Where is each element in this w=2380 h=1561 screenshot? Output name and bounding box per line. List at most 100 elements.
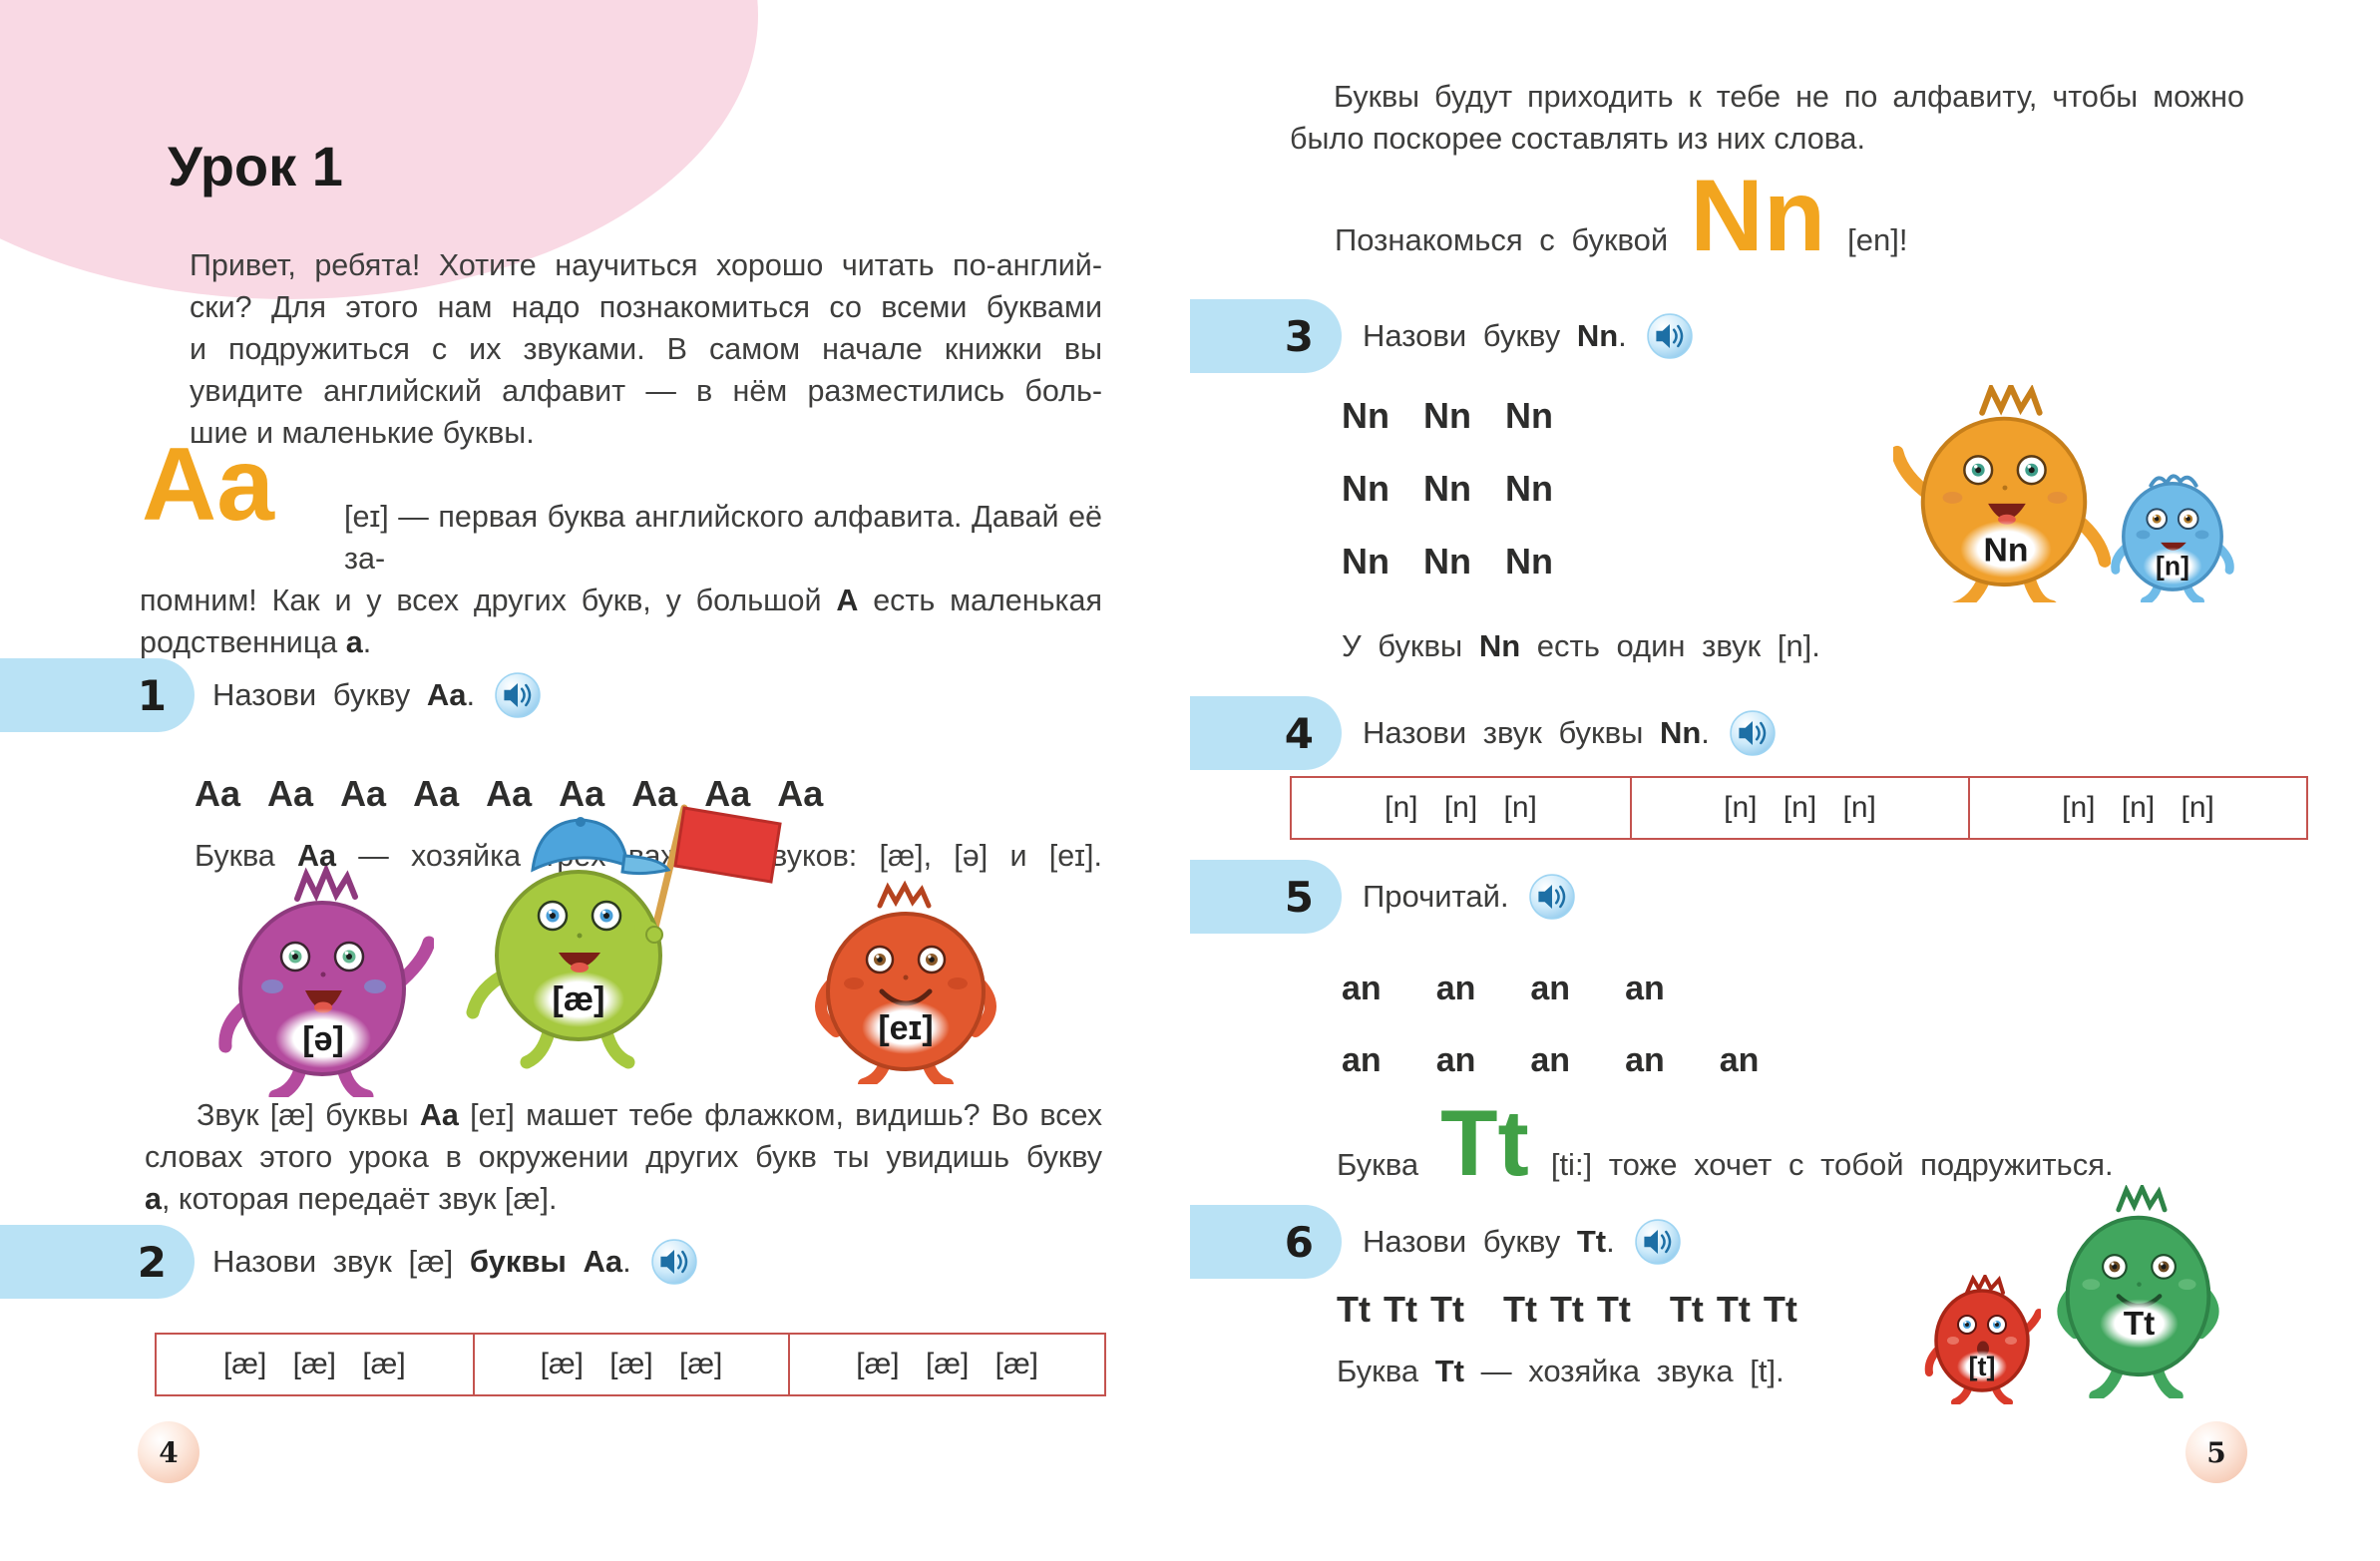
speaker-icon[interactable] <box>1635 1219 1681 1265</box>
syllable-item: an <box>1435 1041 1476 1079</box>
letter-item: Aa <box>340 773 387 814</box>
page-left: Урок 1 Привет, ребята! Хотите научиться … <box>0 0 1190 1483</box>
letter-item: Tt <box>1429 1289 1464 1330</box>
letter-item: Nn <box>1505 468 1553 509</box>
speaker-icon[interactable] <box>495 672 541 718</box>
exercise-1: 1 Назови букву Aa. <box>0 658 1190 732</box>
intro-line: Привет, ребята! Хотите научиться хорошо … <box>190 248 1102 282</box>
syllable-item: an <box>1435 970 1476 1007</box>
sound-table-cell: [æ] [æ] [æ] <box>472 1335 789 1394</box>
exercise-3: 3 Назови букву Nn. <box>1190 299 2380 373</box>
letter-item: Aa <box>777 773 824 814</box>
ae-sound-table: [æ] [æ] [æ] [æ] [æ] [æ] [æ] [æ] [æ] <box>155 1333 1106 1396</box>
speaker-icon[interactable] <box>1730 710 1776 756</box>
exercise-5: 5 Прочитай. <box>1190 860 2380 934</box>
exercise-number-banner: 4 <box>1190 696 1342 770</box>
big-letter-tt: Tt <box>1440 1090 1529 1195</box>
intro-line: шие и маленькие буквы. <box>190 416 535 450</box>
page-number-right: 5 <box>2185 1421 2247 1483</box>
exercise-instruction: Назови звук буквы Nn. <box>1363 710 1776 756</box>
sound-table-cell: [æ] [æ] [æ] <box>222 1348 406 1380</box>
exercise-number: 2 <box>137 1237 167 1287</box>
nn-practice-grid: Nn Nn Nn Nn Nn Nn Nn Nn Nn <box>1342 395 1553 583</box>
sound-label: [ə] <box>302 1020 344 1058</box>
syllable-item: an <box>1530 970 1571 1007</box>
exercise-instruction: Назови букву Aa. <box>212 672 541 718</box>
letter-item: Tt <box>1383 1289 1417 1330</box>
sound-label: [n] <box>2156 551 2189 581</box>
meet-letter-tt: Буква Tt [ti:] тоже хочет с тобой подруж… <box>1337 1090 2114 1195</box>
n-sound-line: У буквы Nn есть один звук [n]. <box>1342 628 1820 663</box>
letter-item: Nn <box>1505 541 1553 582</box>
sound-table-cell: [n] [n] [n] <box>1385 791 1537 824</box>
an-row-1: an an an an <box>1342 970 1665 1008</box>
monster-blue-n: [n] <box>2108 461 2235 602</box>
intro-line: увидите английский алфавит — в нём разме… <box>190 374 1102 408</box>
letter-item: Aa <box>631 773 678 814</box>
big-letter-aa: Aa <box>142 427 274 543</box>
aa-intro-line: родственница a. <box>140 625 372 659</box>
page-right: Буквы будут приходить к тебе не по алфав… <box>1190 0 2380 1561</box>
exercise-instruction: Прочитай. <box>1363 874 1575 920</box>
exercise-number: 5 <box>1284 872 1314 922</box>
red-flag-icon <box>673 806 782 884</box>
exercise-instruction: Назови букву Nn. <box>1363 313 1693 359</box>
sound-label: [eɪ] <box>878 1009 933 1047</box>
letter-label: Tt <box>2124 1306 2156 1343</box>
monster-green-tt: Tt <box>2048 1185 2229 1398</box>
letter-item: Nn <box>1505 395 1553 436</box>
letter-item: Nn <box>1423 395 1471 436</box>
syllable-item: an <box>1625 970 1665 1007</box>
letter-item: Nn <box>1342 541 1389 582</box>
letter-item: Aa <box>413 773 460 814</box>
letter-item: Tt <box>1763 1289 1797 1330</box>
exercise-number: 6 <box>1284 1217 1314 1267</box>
monster-purple-schwa: [ə] <box>209 866 434 1097</box>
exercise-2: 2 Назови звук [æ] буквы Aa. <box>0 1225 1190 1299</box>
aa-intro-line: [eɪ] — первая буква английского алфавита… <box>344 500 1102 576</box>
intro-line: и подружиться с их звуками. В самом нача… <box>190 332 1102 366</box>
aa-intro-line: помним! Как и у всех других букв, у боль… <box>140 584 1102 617</box>
n-sound-table: [n] [n] [n] [n] [n] [n] [n] [n] [n] <box>1290 776 2308 840</box>
flag-paragraph: Звук [æ] буквы Aa [eɪ] машет тебе флажко… <box>145 1098 1102 1216</box>
monster-orange-nn: Nn <box>1893 385 2111 602</box>
speaker-icon[interactable] <box>1529 874 1575 920</box>
aa-practice-row: Aa Aa Aa Aa Aa Aa Aa Aa Aa <box>195 773 823 815</box>
syllable-item: an <box>1719 1041 1760 1079</box>
sound-table-cell: [n] [n] [n] <box>1630 778 1968 838</box>
sound-label: [t] <box>1969 1352 1996 1381</box>
speaker-icon[interactable] <box>651 1239 697 1285</box>
letter-item: Aa <box>559 773 605 814</box>
letter-item: Tt <box>1596 1289 1631 1330</box>
exercise-instruction: Назови звук [æ] буквы Aa. <box>212 1239 697 1285</box>
letter-item: Nn <box>1423 541 1471 582</box>
exercise-number: 4 <box>1284 708 1314 758</box>
an-row-2: an an an an an <box>1342 1041 1759 1080</box>
letter-item: Nn <box>1423 468 1471 509</box>
exercise-instruction: Назови букву Tt. <box>1363 1219 1681 1265</box>
letter-item: Tt <box>1716 1289 1751 1330</box>
letter-item: Tt <box>1549 1289 1584 1330</box>
exercise-number-banner: 3 <box>1190 299 1342 373</box>
letter-aa-intro: Aa [eɪ] — первая буква английского алфав… <box>140 433 1102 663</box>
intro-paragraph: Привет, ребята! Хотите научиться хорошо … <box>190 244 1102 454</box>
lesson-title: Урок 1 <box>168 135 343 197</box>
page-number-left: 4 <box>138 1421 199 1483</box>
exercise-number-banner: 6 <box>1190 1205 1342 1279</box>
syllable-item: an <box>1342 970 1382 1007</box>
tt-practice-row: Tt Tt Tt Tt Tt Tt Tt Tt Tt <box>1337 1289 1797 1331</box>
monster-orange-ei: [eɪ] <box>798 880 1012 1084</box>
letter-item: Tt <box>1669 1289 1704 1330</box>
exercise-number: 3 <box>1284 311 1314 361</box>
speaker-icon[interactable] <box>1647 313 1693 359</box>
letter-item: Aa <box>486 773 533 814</box>
letter-item: Tt <box>1502 1289 1537 1330</box>
exercise-6: 6 Назови букву Tt. <box>1190 1205 2380 1279</box>
exercise-4: 4 Назови звук буквы Nn. <box>1190 696 2380 770</box>
letter-item: Nn <box>1342 395 1389 436</box>
letter-label: Nn <box>1984 532 2029 569</box>
syllable-item: an <box>1530 1041 1571 1079</box>
exercise-number: 1 <box>137 670 167 720</box>
letter-item: Aa <box>195 773 241 814</box>
exercise-number-banner: 1 <box>0 658 195 732</box>
